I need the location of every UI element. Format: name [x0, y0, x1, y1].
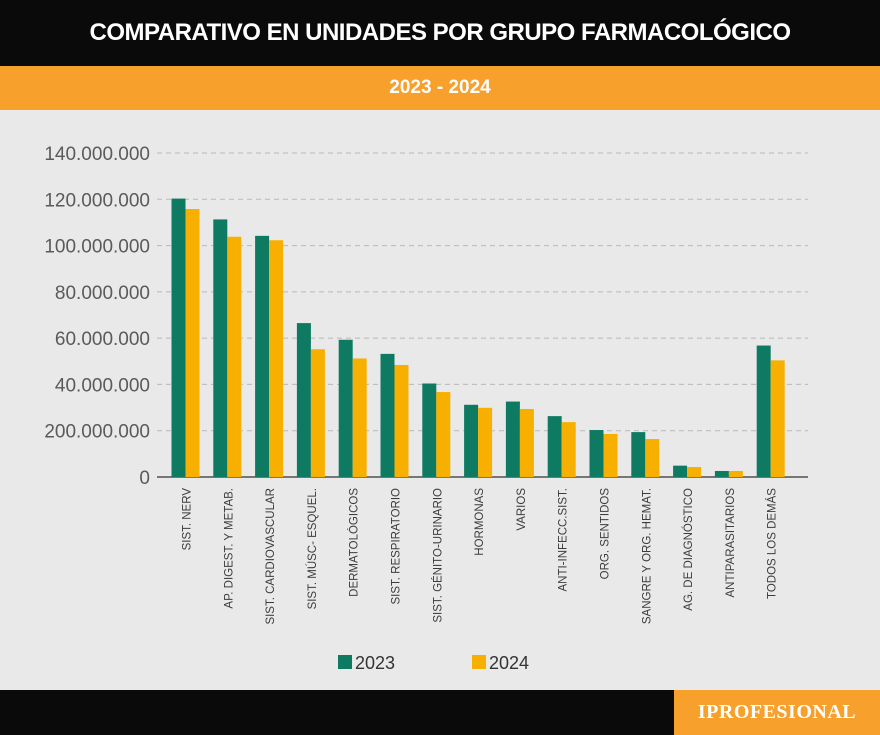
- bar-2024: [185, 209, 200, 477]
- bar-chart: 0 200.000.000 40.000.000 60.000.000 80.000.0…: [44, 144, 808, 673]
- x-tick-label: SIST. MÚSC- ESQUEL.: [306, 488, 319, 609]
- brand-logo: IPROFESIONAL: [674, 690, 880, 735]
- legend-label-2024: 2024: [489, 653, 529, 673]
- x-tick-label: SIST. NERV: [182, 488, 194, 551]
- bar-2024: [770, 360, 785, 477]
- x-tick-label: TODOS LOS DEMÁS: [766, 488, 779, 599]
- bar-2023: [464, 404, 479, 477]
- x-tick-label: AP. DIGEST. Y METAB.: [223, 488, 235, 609]
- bar-2023: [296, 323, 311, 477]
- bar-2024: [687, 467, 702, 477]
- bar-2023: [714, 470, 729, 477]
- y-tick-label: 80.000.000: [55, 283, 150, 304]
- x-tick-label: SIST. GÉNITO-URINARIO: [431, 488, 444, 623]
- bar-2024: [352, 358, 367, 477]
- bar-2024: [394, 364, 409, 477]
- legend-label-2023: 2023: [355, 653, 395, 673]
- y-tick-label: 140.000.000: [44, 144, 150, 165]
- y-tick-label: 200.000.000: [44, 422, 150, 443]
- bar-2023: [171, 198, 186, 477]
- bar-2023: [338, 339, 353, 477]
- x-tick-label: ANTIPARASITARIOS: [725, 488, 737, 598]
- x-tick-label: VARIOS: [516, 488, 528, 531]
- bar-2023: [589, 430, 604, 477]
- x-tick-label: SIST. RESPIRATORIO: [391, 488, 403, 605]
- bar-2024: [561, 422, 576, 477]
- brand-text: IPROFESIONAL: [697, 701, 857, 723]
- bar-2023: [673, 465, 688, 477]
- x-tick-label: DERMATOLÓGICOS: [348, 488, 361, 597]
- bar-2023: [631, 432, 646, 477]
- chart-area: 0 200.000.000 40.000.000 60.000.000 80.000.0…: [0, 110, 880, 690]
- bar-2024: [310, 349, 325, 477]
- bar-2024: [478, 407, 493, 477]
- y-tick-label: 40.000.000: [55, 375, 150, 396]
- x-tick-label: HORMONAS: [474, 488, 486, 556]
- x-tick-label: ORG. SENTIDOS: [600, 488, 612, 580]
- y-tick-label: 100.000.000: [44, 237, 150, 258]
- bar-2024: [269, 240, 284, 477]
- chart-title: COMPARATIVO EN UNIDADES POR GRUPO FARMAC…: [89, 19, 791, 46]
- chart-subtitle: 2023 - 2024: [389, 77, 491, 98]
- bar-2023: [380, 353, 395, 477]
- bar-2023: [505, 401, 520, 477]
- bar-2023: [756, 345, 771, 477]
- legend-swatch-2023: [338, 655, 352, 669]
- footer-bar: IPROFESIONAL: [0, 690, 880, 735]
- bar-2023: [213, 219, 228, 478]
- subtitle-bar: 2023 - 2024: [0, 66, 880, 110]
- bar-2024: [728, 470, 743, 477]
- x-tick-label: SIST. CARDIOVASCULAR: [265, 488, 277, 625]
- x-tick-label: AG. DE DIAGNÓSTICO: [682, 488, 695, 611]
- title-bar: COMPARATIVO EN UNIDADES POR GRUPO FARMAC…: [0, 0, 880, 66]
- bar-2024: [227, 236, 242, 477]
- y-tick-label: 0: [139, 468, 150, 489]
- bar-2024: [436, 392, 451, 477]
- bar-2024: [645, 439, 660, 477]
- bar-2023: [255, 235, 270, 477]
- legend-swatch-2024: [472, 655, 486, 669]
- bar-2023: [422, 383, 437, 477]
- x-tick-label: SANGRE Y ORG. HEMAT.: [641, 488, 653, 624]
- bar-2024: [603, 433, 618, 477]
- bar-2023: [547, 416, 562, 477]
- x-tick-label: ANTI-INFECC.SIST.: [558, 488, 570, 592]
- bar-2024: [519, 408, 534, 477]
- y-tick-label: 120.000.000: [44, 190, 150, 211]
- y-tick-label: 60.000.000: [55, 329, 150, 350]
